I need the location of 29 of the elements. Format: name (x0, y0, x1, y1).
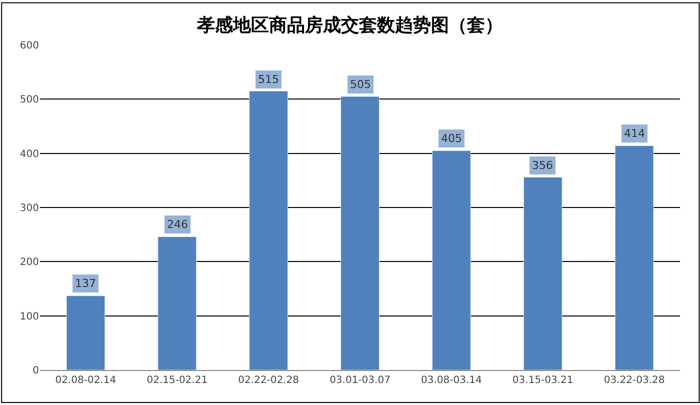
y-tick-label: 300 (20, 203, 39, 214)
bar (523, 176, 562, 370)
y-tick-label: 600 (20, 40, 39, 52)
x-tick-label: 03.15-03.21 (512, 375, 574, 386)
data-label: 137 (75, 277, 96, 290)
x-tick-label: 03.08-03.14 (420, 375, 482, 386)
x-tick-label: 02.22-02.28 (238, 375, 300, 386)
bar (158, 236, 197, 370)
data-label: 356 (532, 159, 553, 172)
bar (432, 150, 471, 370)
bar (340, 96, 380, 370)
chart-title: 孝感地区商品房成交套数趋势图（套） (196, 14, 503, 36)
bar (66, 296, 106, 370)
bar (249, 90, 288, 370)
data-label: 405 (441, 132, 462, 145)
data-label: 414 (624, 127, 645, 140)
x-tick-label: 02.08-02.14 (55, 375, 116, 386)
x-tick-label: 02.15-02.21 (146, 375, 208, 386)
data-label: 246 (167, 218, 188, 231)
data-label: 505 (350, 78, 371, 91)
y-tick-label: 500 (20, 94, 39, 106)
y-tick-label: 0 (32, 366, 39, 376)
y-tick-label: 400 (20, 148, 39, 160)
data-label: 515 (258, 73, 279, 86)
y-tick-label: 100 (20, 311, 39, 322)
x-tick-label: 03.22-03.28 (604, 375, 665, 386)
x-tick-label: 03.01-03.07 (330, 375, 390, 386)
y-tick-label: 200 (20, 257, 39, 268)
bar (614, 146, 654, 370)
